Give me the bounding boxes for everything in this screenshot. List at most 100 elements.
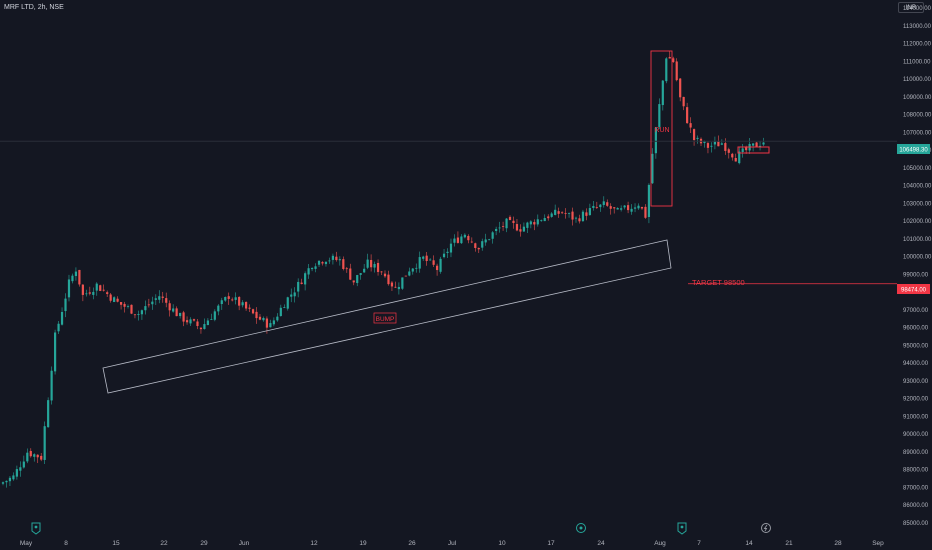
candle-body xyxy=(255,311,258,319)
candle-body xyxy=(286,297,289,309)
candle-body xyxy=(623,205,626,208)
candle-body xyxy=(19,467,22,471)
candle-body xyxy=(147,304,150,306)
price-tick-label: 114000.00 xyxy=(903,6,932,12)
time-tick-label: 21 xyxy=(785,540,793,547)
candle-body xyxy=(217,305,220,312)
candle-body xyxy=(258,316,262,320)
candle-body xyxy=(92,291,95,295)
candle-body xyxy=(592,205,595,209)
candle-body xyxy=(241,302,244,306)
candle-body xyxy=(345,268,348,270)
candle-body xyxy=(272,320,275,325)
candle-body xyxy=(210,318,213,320)
candle-body xyxy=(533,222,536,225)
candle-body xyxy=(116,298,119,302)
price-tick-label: 85000.00 xyxy=(903,521,929,527)
candle-body xyxy=(356,275,359,284)
candle-body xyxy=(439,258,442,272)
candle-body xyxy=(338,259,341,261)
candle-body xyxy=(224,296,227,301)
bump-label: BUMP xyxy=(376,316,395,323)
price-axis[interactable]: 114000.00 113000.00 112000.00 111000.00 1100… xyxy=(903,6,932,527)
candle-body xyxy=(283,307,286,309)
candle-body xyxy=(262,317,265,321)
price-tick-label: 103000.00 xyxy=(903,201,932,207)
dividend-marker-icon[interactable] xyxy=(576,523,586,533)
candle-body xyxy=(158,296,161,300)
candle-body xyxy=(123,303,126,307)
time-axis[interactable]: May 8 15 22 29 Jun 12 19 26 Jul 10 17 24 Aug 7 14 21 28 Se… xyxy=(20,540,884,547)
candle-body xyxy=(401,277,404,289)
currency-button[interactable]: INR xyxy=(898,2,924,13)
candle-body xyxy=(724,143,727,151)
candle-body xyxy=(88,292,91,294)
candle-body xyxy=(696,137,699,139)
time-tick-label: May xyxy=(20,540,33,547)
candle-body xyxy=(366,259,369,268)
candle-body xyxy=(33,454,36,457)
candle-body xyxy=(564,213,567,214)
candle-body xyxy=(752,143,755,146)
candle-body xyxy=(113,297,116,303)
last-price-tag xyxy=(897,144,930,154)
candle-body xyxy=(8,477,12,482)
price-tick-label: 112000.00 xyxy=(903,42,932,48)
candle-body xyxy=(199,327,203,330)
candle-body xyxy=(460,236,463,244)
candle-body xyxy=(519,229,522,232)
price-tick-label: 99000.00 xyxy=(903,272,929,278)
earnings-marker-icon-2[interactable] xyxy=(677,522,687,535)
candle-body xyxy=(637,205,640,209)
time-tick-label: 14 xyxy=(745,540,753,547)
candle-body xyxy=(310,268,314,270)
candle-body xyxy=(383,273,387,277)
upcoming-event-marker-icon[interactable] xyxy=(761,523,771,533)
candle-body xyxy=(231,299,234,301)
time-tick-label: 19 xyxy=(359,540,367,547)
candle-body xyxy=(408,271,411,276)
candle-body xyxy=(613,207,616,209)
candle-body xyxy=(418,257,421,269)
candle-body xyxy=(335,256,338,261)
candle-body xyxy=(74,271,78,277)
candle-body xyxy=(390,282,394,287)
candle-body xyxy=(432,260,435,265)
candle-body xyxy=(609,206,612,209)
time-tick-label: Jun xyxy=(239,540,250,547)
price-tick-label: 90000.00 xyxy=(903,432,929,438)
candle-body xyxy=(95,283,98,291)
candle-body xyxy=(585,212,588,216)
price-tick-label: 89000.00 xyxy=(903,450,929,456)
candle-body xyxy=(644,206,647,218)
candle-body xyxy=(429,259,432,261)
candle-body xyxy=(710,145,713,147)
candle-body xyxy=(633,207,637,209)
candle-body xyxy=(99,285,102,291)
candle-body xyxy=(36,454,39,458)
candle-body xyxy=(720,143,723,145)
candle-body xyxy=(616,208,619,210)
candle-body xyxy=(251,309,255,314)
candle-body xyxy=(102,289,105,291)
candle-body xyxy=(661,80,664,106)
candle-body xyxy=(547,216,550,219)
candle-body xyxy=(578,218,581,222)
candle-body xyxy=(481,241,484,248)
candle-body xyxy=(140,310,144,315)
price-tick-label: 97000.00 xyxy=(903,308,929,314)
candle-body xyxy=(731,153,734,158)
candle-body xyxy=(626,205,630,211)
candle-body xyxy=(498,227,501,229)
candle-body xyxy=(463,234,466,238)
candle-body xyxy=(484,239,487,243)
candle-body xyxy=(47,400,50,428)
candle-body xyxy=(133,314,137,316)
candle-body xyxy=(276,316,279,321)
candle-body xyxy=(144,306,147,311)
price-tick-label: 104000.00 xyxy=(903,184,932,190)
candle-body xyxy=(154,298,157,300)
earnings-marker-icon[interactable] xyxy=(31,522,41,535)
candle-body xyxy=(373,264,376,268)
